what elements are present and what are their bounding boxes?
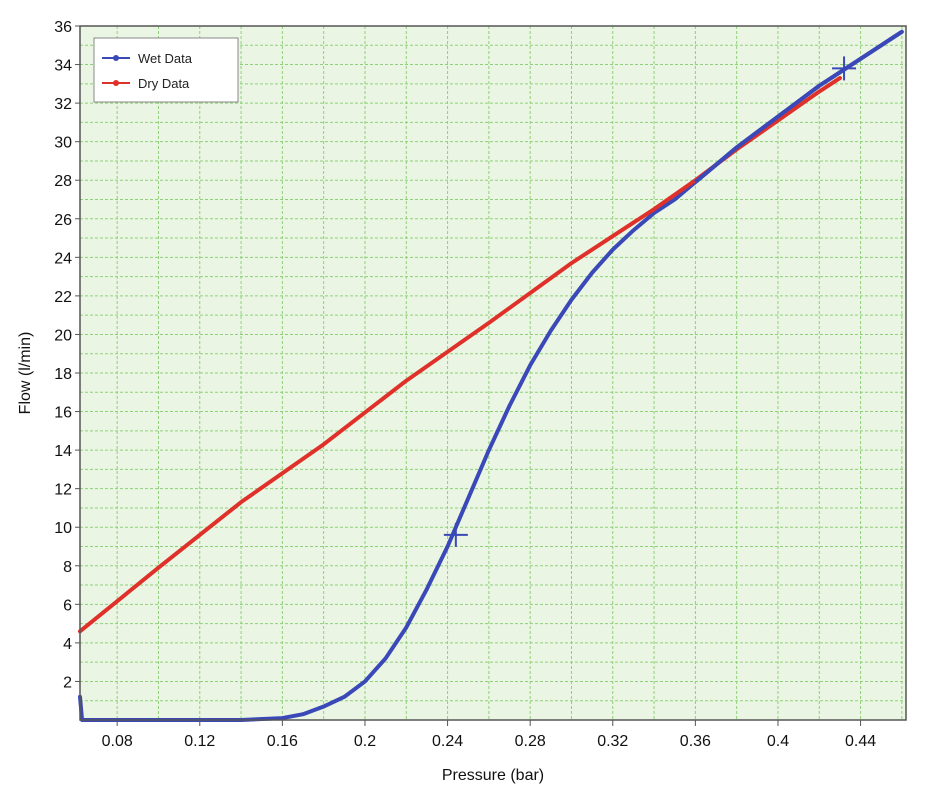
y-tick-label: 14 (54, 443, 72, 460)
y-tick-label: 36 (54, 19, 72, 36)
series-layer (78, 29, 904, 722)
x-axis-label: Pressure (bar) (442, 767, 544, 784)
x-tick-label: 0.24 (432, 733, 463, 750)
y-tick-label: 22 (54, 289, 72, 306)
y-tick-label: 8 (63, 559, 72, 576)
x-tick-label: 0.16 (267, 733, 298, 750)
marker-layer (443, 56, 857, 547)
series-line-dry (78, 76, 842, 634)
y-tick-label: 12 (54, 482, 72, 499)
x-tick-label: 0.2 (354, 733, 376, 750)
y-tick-label: 10 (54, 520, 72, 537)
y-axis-label: Flow (l/min) (17, 332, 34, 415)
y-tick-label: 26 (54, 212, 72, 229)
x-tick-label: 0.28 (515, 733, 546, 750)
x-tick-label: 0.4 (767, 733, 789, 750)
y-tick-label: 16 (54, 405, 72, 422)
y-tick-label: 32 (54, 96, 72, 113)
y-tick-label: 30 (54, 135, 72, 152)
x-tick-label: 0.36 (680, 733, 711, 750)
x-tick-label: 0.32 (597, 733, 628, 750)
y-tick-label: 4 (63, 636, 72, 653)
x-axis-ticks: 0.08 0.12 0.16 0.2 0.24 0.28 0.32 0.36 0.4 0.44 (102, 720, 876, 750)
legend-box (93, 37, 239, 103)
legend-dot-wet (113, 55, 119, 61)
y-tick-label: 28 (54, 173, 72, 190)
x-tick-label: 0.44 (845, 733, 876, 750)
y-tick-label: 2 (63, 674, 72, 691)
y-tick-label: 34 (54, 58, 72, 75)
y-tick-label: 6 (63, 597, 72, 614)
series-line-wet-overlay (694, 30, 903, 184)
legend-label-wet: Wet Data (138, 51, 193, 66)
legend-label-dry: Dry Data (138, 76, 190, 91)
x-tick-label: 0.08 (102, 733, 133, 750)
y-tick-label: 20 (54, 327, 72, 344)
y-tick-label: 18 (54, 366, 72, 383)
legend: Wet Data Dry Data (93, 37, 239, 103)
x-tick-label: 0.12 (184, 733, 215, 750)
legend-dot-dry (113, 80, 119, 86)
y-tick-label: 24 (54, 250, 72, 267)
